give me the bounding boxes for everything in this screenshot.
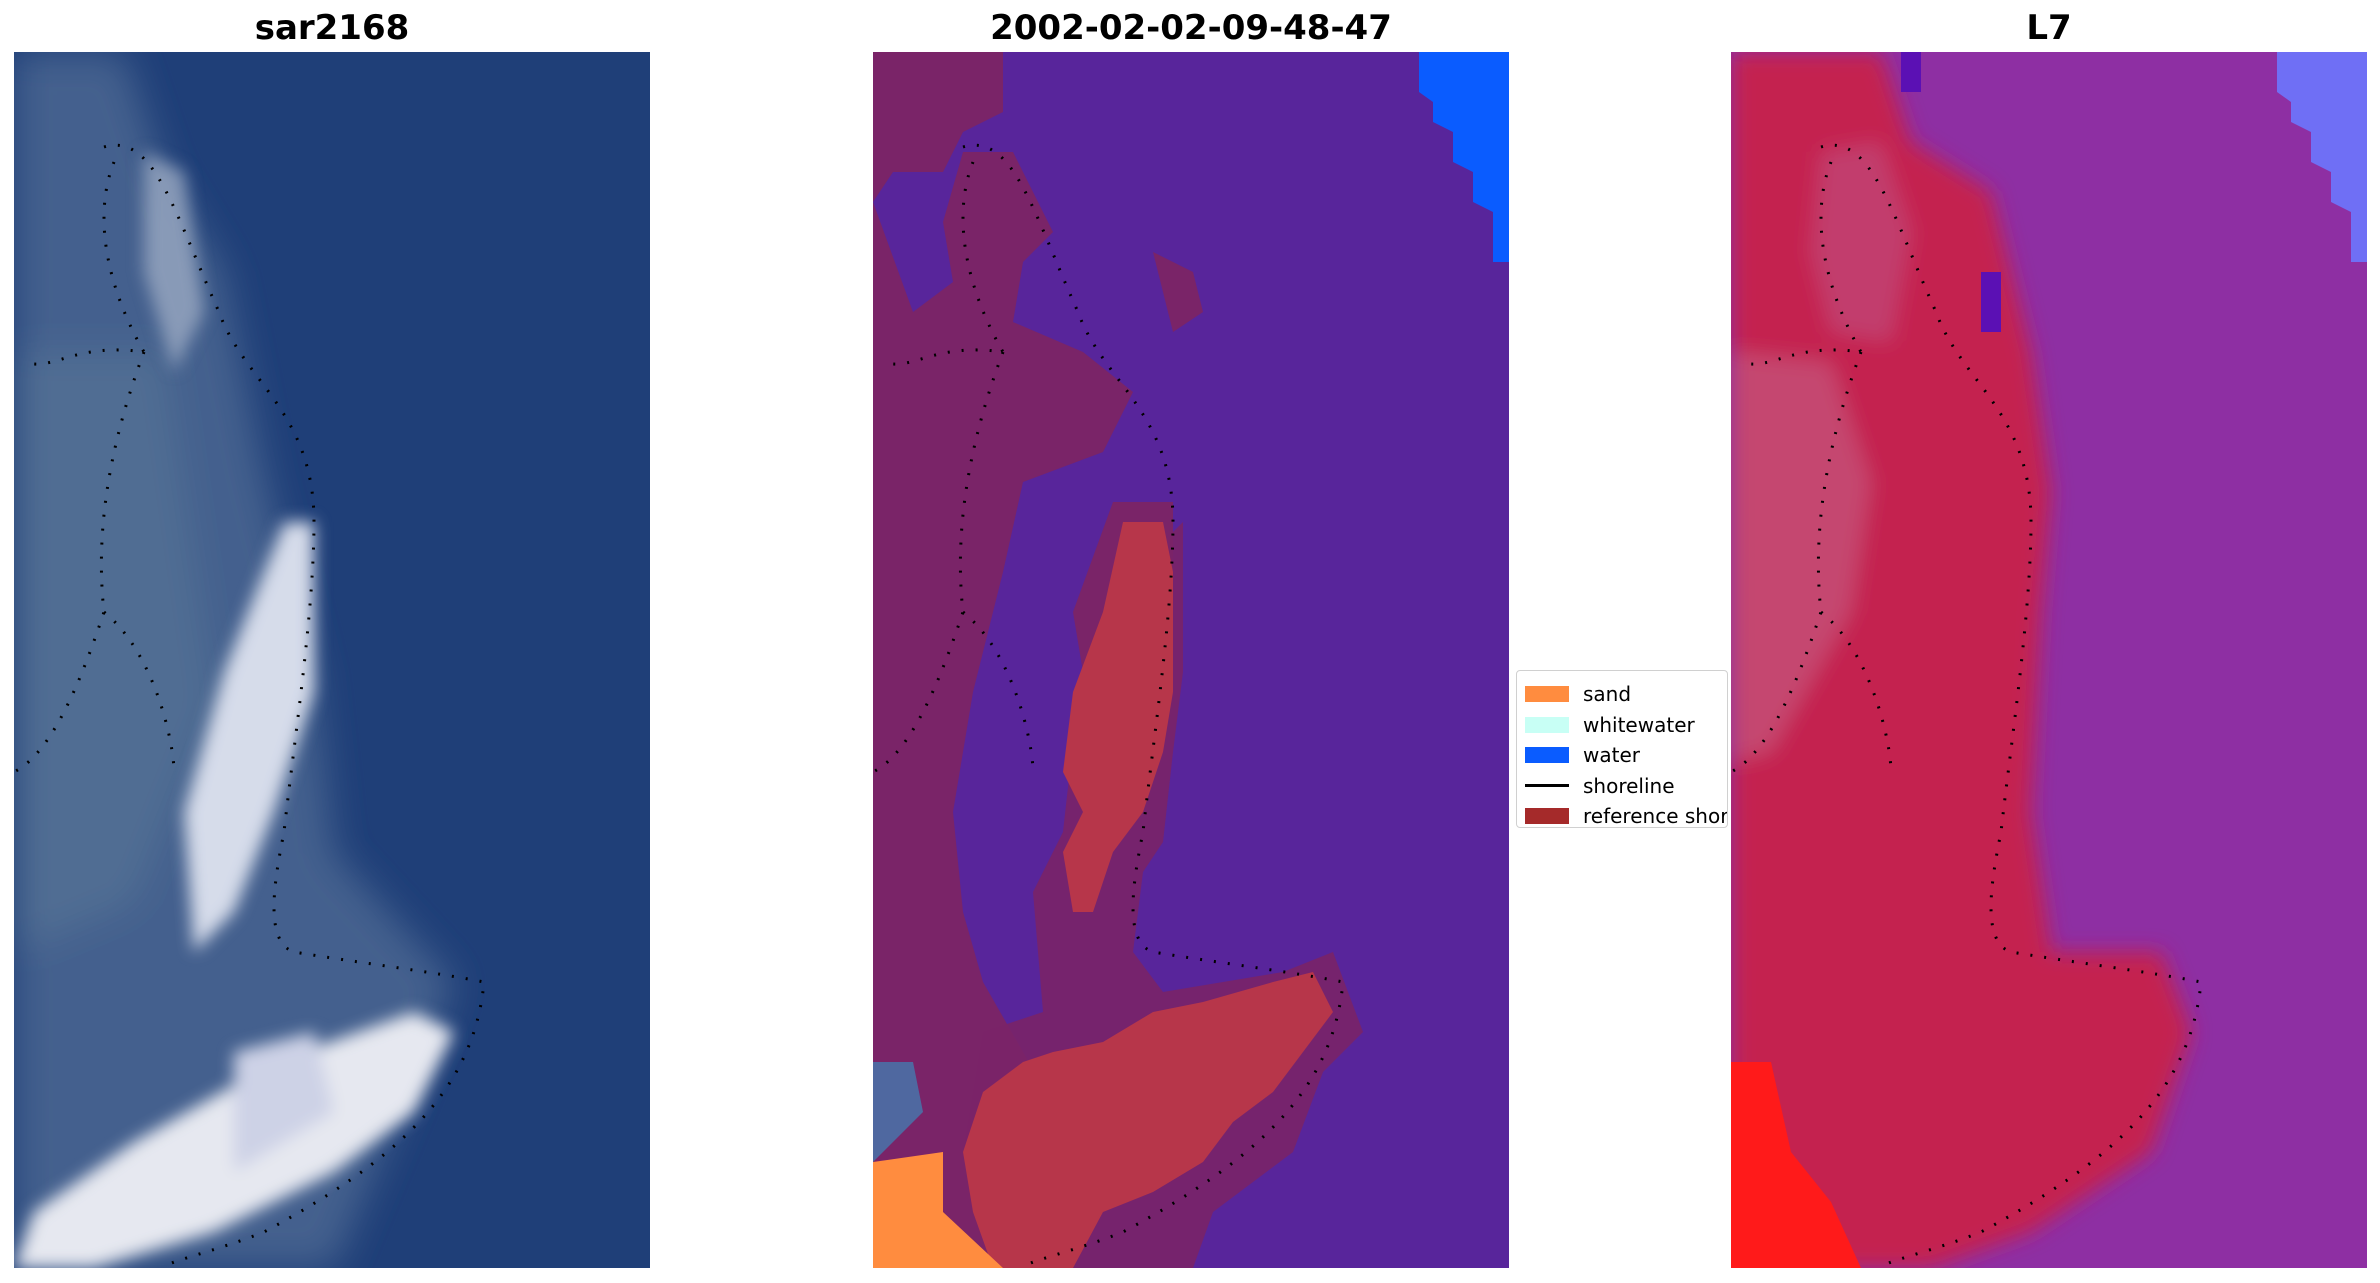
- rgb-image: [14, 52, 650, 1268]
- legend-color-swatch: [1525, 808, 1569, 825]
- legend-label: sand: [1583, 682, 1632, 707]
- legend-item: water: [1525, 740, 1727, 771]
- legend-item: whitewater: [1525, 710, 1727, 741]
- rgb-image-panel: [14, 52, 650, 1268]
- panel-title-rgb: sar2168: [254, 8, 410, 48]
- panel-title-ndwi: L7: [2026, 8, 2072, 48]
- legend: sand whitewater water shoreline reference sh…: [1516, 670, 1728, 828]
- legend-label: whitewater: [1583, 712, 1695, 737]
- legend-color-swatch: [1525, 716, 1569, 733]
- legend-color-swatch: [1525, 686, 1569, 703]
- panel-title-classified: 2002-02-02-09-48-47: [990, 8, 1392, 48]
- legend-line-swatch: [1525, 784, 1569, 788]
- legend-color-swatch: [1525, 747, 1569, 764]
- classified-image-panel: [873, 52, 1509, 1268]
- legend-label: water: [1583, 743, 1640, 768]
- legend-item: reference shoreline: [1525, 801, 1728, 828]
- ndwi-image: [1731, 52, 2367, 1268]
- classified-image: [873, 52, 1509, 1268]
- legend-item: sand: [1525, 679, 1727, 710]
- legend-label: shoreline: [1583, 773, 1675, 798]
- ndwi-image-panel: [1731, 52, 2367, 1268]
- legend-item: shoreline: [1525, 771, 1727, 802]
- legend-label: reference shoreline: [1583, 804, 1728, 828]
